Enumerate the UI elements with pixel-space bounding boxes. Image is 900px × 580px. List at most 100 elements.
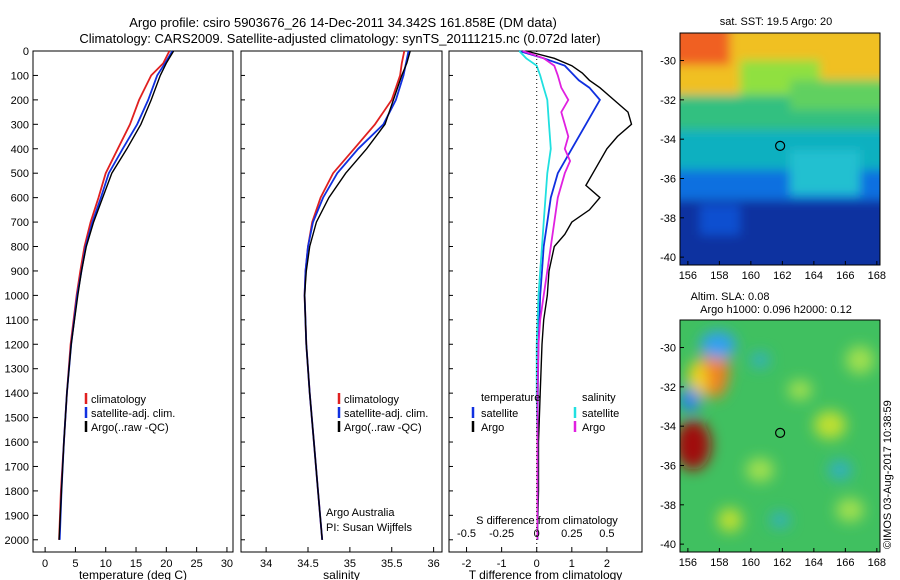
sst-map-axes: 156 158 160 162 164 166 168 -30 -32 -34 -36 -38 -40	[660, 56, 886, 282]
sla_map-xtick-label: 162	[773, 557, 791, 569]
temperature-ytick-label: 500	[11, 168, 29, 180]
salinity-xtick-label: 35.5	[381, 558, 402, 570]
legend-label-temperature: satellite	[481, 408, 518, 420]
difference-xtick-label: -1	[497, 558, 507, 570]
sst_map-xtick-label: 156	[679, 270, 697, 282]
difference-panel: -2 -1 0 1 2T difference from climatology -0.5…	[448, 50, 643, 580]
sla_map-ytick-label: -40	[660, 539, 676, 551]
temperature-ytick-label: 1100	[5, 315, 29, 327]
series-line-climatology	[58, 50, 171, 540]
temperature-ytick-label: 1400	[5, 388, 29, 400]
sst_map-xtick-label: 168	[868, 270, 886, 282]
series-line-argo-raw-qc-	[58, 50, 175, 540]
series-line-climatology	[303, 50, 406, 540]
salinity-xtick-label: 36	[428, 558, 440, 570]
sst-map-field	[680, 33, 880, 265]
legend-title-salinity: salinity	[582, 392, 616, 404]
sst_map-ytick-label: -34	[660, 134, 676, 146]
temperature-ytick-label: 1300	[5, 364, 29, 376]
temperature-ytick-label: 200	[11, 95, 29, 107]
sla_map-xtick-label: 160	[742, 557, 760, 569]
sst_map-ytick-label: -36	[660, 173, 676, 185]
imos-timestamp: ©IMOS 03-Aug-2017 10:38:59	[882, 400, 894, 549]
series-line-s-satellite	[518, 50, 552, 540]
difference-s-tick-label: 0.25	[561, 528, 582, 540]
difference-xtick-label: 0	[534, 558, 540, 570]
temperature-ytick-label: 1000	[5, 290, 29, 302]
temperature-ytick-label: 1900	[5, 510, 29, 522]
salinity-frame	[240, 50, 443, 553]
temperature-ytick-label: 600	[11, 193, 29, 205]
sla_map-xtick-label: 166	[836, 557, 854, 569]
sla_map-xtick-label: 158	[710, 557, 728, 569]
sla-map-title-line1: Altim. SLA: 0.08	[691, 291, 770, 303]
difference-s-xlabel: S difference from climatology	[476, 515, 618, 527]
legend-label-salinity: Argo	[582, 422, 605, 434]
sst_map-xtick-label: 166	[836, 270, 854, 282]
difference-xlabel: T difference from climatology	[469, 568, 623, 580]
temperature-xtick-label: 30	[221, 558, 233, 570]
credit-line1: Argo Australia	[326, 507, 395, 519]
sla_map-ytick-label: -36	[660, 460, 676, 472]
salinity-panel: 34 34.5 35 35.5 36 salinity climatology satelli…	[240, 50, 443, 580]
series-line-t-satellite	[518, 50, 601, 540]
series-line-argo-raw-qc-	[303, 50, 411, 540]
legend-label-temperature: Argo	[481, 422, 504, 434]
temperature-xtick-label: 0	[42, 558, 48, 570]
temperature-xlabel: temperature (deg C)	[79, 568, 187, 580]
float-position-marker	[775, 427, 786, 438]
difference-s-tick-label: 0.5	[599, 528, 614, 540]
sla_map-xtick-label: 156	[679, 557, 697, 569]
series-line-satellite-adj-clim-	[58, 50, 174, 540]
temperature-ytick-label: 0	[23, 46, 29, 58]
salinity-xtick-label: 34.5	[297, 558, 318, 570]
sla-map-field	[680, 320, 880, 552]
legend-label-temp: Argo(..raw -QC)	[91, 422, 169, 434]
float-position-marker	[775, 140, 786, 151]
difference-s-tick-label: 0	[534, 528, 540, 540]
temperature-xtick-label: 10	[100, 558, 112, 570]
temperature-ytick-label: 700	[11, 217, 29, 229]
temperature-xtick-label: 20	[160, 558, 172, 570]
sla_map-xtick-label: 164	[805, 557, 823, 569]
difference-s-tick-label: -0.25	[489, 528, 514, 540]
series-line-t-argo	[526, 50, 633, 540]
series-line-satellite-adj-clim-	[303, 50, 410, 540]
sst_map-ytick-label: -38	[660, 213, 676, 225]
temperature-panel: 0 5 10 15 20 25 300100200300400500600700800900…	[5, 46, 234, 580]
legend-label-temp: climatology	[91, 394, 147, 406]
salinity-xtick-label: 34	[260, 558, 272, 570]
sla-map-title-line2: Argo h1000: 0.096 h2000: 0.12	[700, 304, 852, 316]
sla_map-ytick-label: -32	[660, 382, 676, 394]
sla-map-axes: 156 158 160 162 164 166 168 -30 -32 -34 -36 -38 -40	[660, 343, 886, 569]
temperature-ytick-label: 1600	[5, 437, 29, 449]
sla_map-xtick-label: 168	[868, 557, 886, 569]
salinity-xlabel: salinity	[323, 568, 360, 580]
temperature-ytick-label: 1200	[5, 339, 29, 351]
temperature-xtick-label: 15	[130, 558, 142, 570]
legend-label-sal: satellite-adj. clim.	[344, 408, 428, 420]
difference-xtick-label: 1	[569, 558, 575, 570]
sla_map-ytick-label: -38	[660, 500, 676, 512]
difference-xtick-label: 2	[604, 558, 610, 570]
sst_map-xtick-label: 164	[805, 270, 823, 282]
credit-line2: PI: Susan Wijffels	[326, 522, 412, 534]
series-line-s-argo	[522, 50, 572, 540]
temperature-ytick-label: 1500	[5, 413, 29, 425]
sst-map-title: sat. SST: 19.5 Argo: 20	[720, 16, 833, 28]
difference-s-tick-label: -0.5	[457, 528, 476, 540]
sla_map-ytick-label: -30	[660, 343, 676, 355]
sst_map-xtick-label: 160	[742, 270, 760, 282]
sst_map-ytick-label: -40	[660, 252, 676, 264]
temperature-frame	[32, 50, 234, 553]
temperature-ytick-label: 900	[11, 266, 29, 278]
temperature-ytick-label: 1800	[5, 486, 29, 498]
legend-label-temp: satellite-adj. clim.	[91, 408, 175, 420]
legend-label-sal: climatology	[344, 394, 400, 406]
sla_map-ytick-label: -34	[660, 421, 676, 433]
temperature-ytick-label: 300	[11, 119, 29, 131]
salinity-xtick-label: 35	[344, 558, 356, 570]
figure-title-line1: Argo profile: csiro 5903676_26 14-Dec-20…	[129, 15, 557, 30]
legend-label-salinity: satellite	[582, 408, 619, 420]
difference-xtick-label: -2	[462, 558, 472, 570]
